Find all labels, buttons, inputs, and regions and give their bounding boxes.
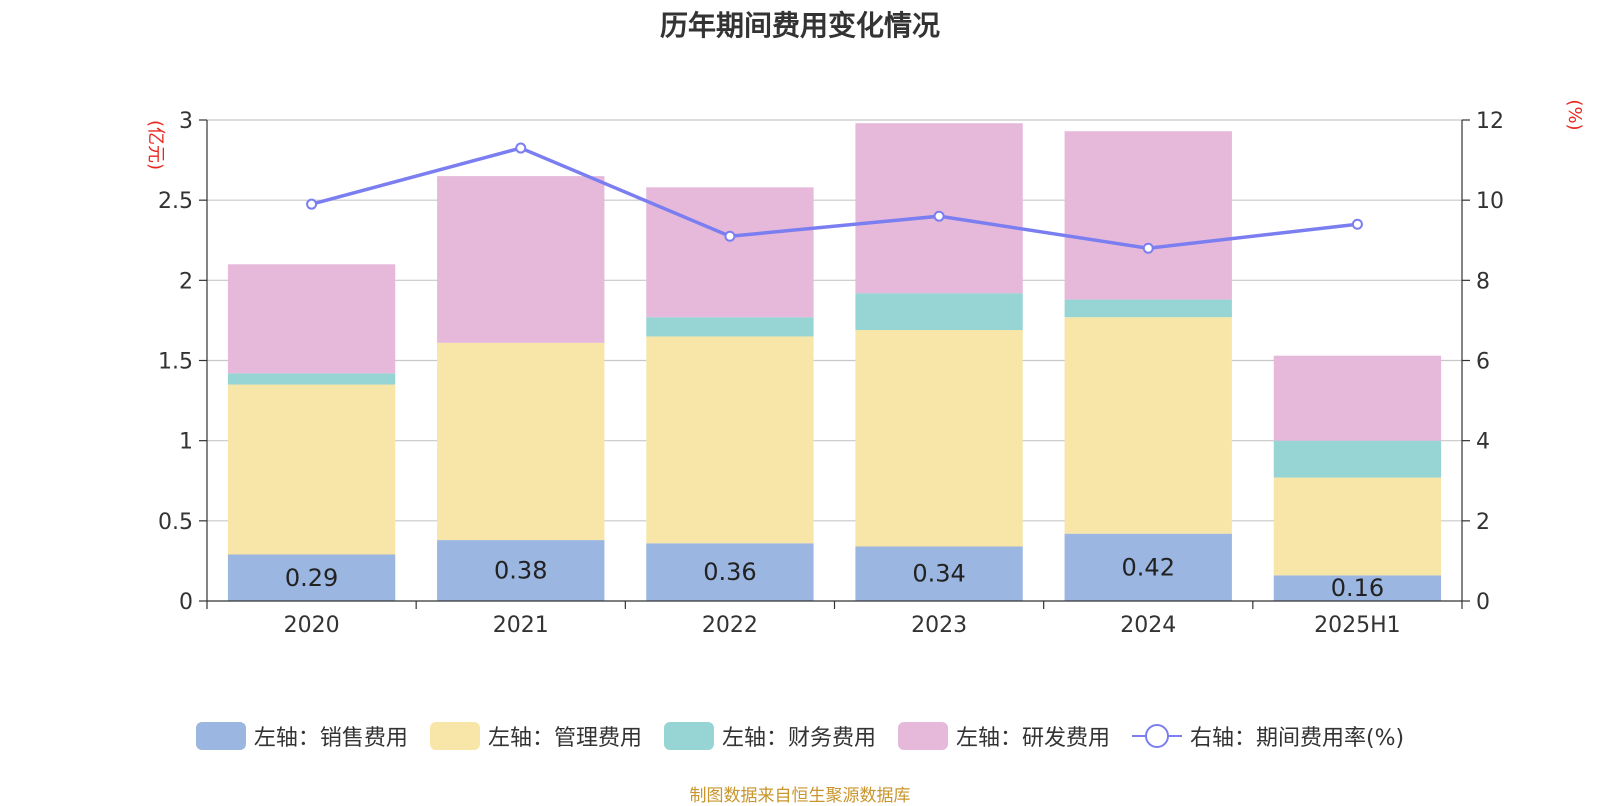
- bar-segment: [646, 336, 814, 544]
- bar-segment: [1064, 317, 1232, 534]
- legend-label: 左轴：财务费用: [721, 726, 876, 751]
- rate-point: [933, 210, 945, 222]
- y-left-tick-label: 1: [179, 430, 193, 455]
- rate-point: [724, 230, 736, 242]
- legend-swatch: [429, 722, 480, 750]
- bar-segment: [1273, 575, 1442, 601]
- chart-title: 历年期间费用变化情况: [659, 9, 940, 42]
- bar-segment: [227, 373, 396, 385]
- axis-layer: 0 0.5 1 1.5 2 2.5 3 0 2 4 6 8 10 12 (亿元) (%): [145, 99, 1585, 615]
- y-right-tick-label: 12: [1476, 109, 1504, 134]
- y-right-tick-label: 2: [1476, 510, 1490, 535]
- legend-swatch: [663, 722, 714, 750]
- bar-segment: [227, 554, 396, 601]
- bar-segment: [646, 187, 814, 318]
- bar-segment: [1273, 440, 1442, 478]
- legend-item[interactable]: 左轴：研发费用: [897, 720, 1110, 752]
- legend-item[interactable]: 左轴：财务费用: [663, 720, 876, 752]
- bar-value-label: 0.34: [912, 560, 965, 588]
- bar-segment: [227, 264, 396, 374]
- rate-point: [1142, 242, 1154, 254]
- grid-layer: [207, 119, 1462, 522]
- bar-value-label: 0.38: [494, 557, 547, 585]
- rate-point: [515, 142, 527, 154]
- legend-swatch: [897, 722, 948, 750]
- legend-label: 右轴：期间费用率(%): [1189, 726, 1405, 751]
- bar-segment: [855, 330, 1023, 547]
- x-tick-label: 2023: [911, 613, 967, 638]
- y-left-tick-label: 2: [179, 269, 193, 294]
- bar-layer: [227, 123, 1442, 601]
- y-right-tick-label: 10: [1476, 189, 1504, 214]
- bar-segment: [1064, 131, 1232, 300]
- y-left-tick-label: 0.5: [158, 510, 193, 535]
- label-layer: 2020 0.29 2021 0.38 2022 0.36 2023 0.34 2024 0.42…: [284, 553, 1401, 638]
- bar-segment: [646, 317, 814, 337]
- y-left-tick-label: 0: [179, 590, 193, 615]
- y-right-tick-label: 8: [1476, 269, 1490, 294]
- bar-segment: [646, 543, 814, 601]
- legend-label: 左轴：研发费用: [955, 726, 1110, 751]
- y-left-tick-label: 3: [179, 109, 193, 134]
- x-tick-label: 2024: [1120, 613, 1176, 638]
- bar-value-label: 0.36: [703, 558, 756, 586]
- x-tick-label: 2020: [284, 613, 340, 638]
- x-tick-label: 2021: [493, 613, 549, 638]
- rate-point: [1351, 218, 1363, 230]
- legend-item[interactable]: 左轴：销售费用: [195, 720, 408, 752]
- bar-segment: [855, 546, 1023, 601]
- rate-line: [311, 146, 1358, 251]
- legend-swatch: [195, 722, 246, 750]
- y-right-tick-label: 4: [1476, 430, 1490, 455]
- bar-value-label: 0.29: [285, 564, 338, 592]
- legend-label: 左轴：销售费用: [253, 726, 408, 751]
- bar-segment: [1064, 533, 1232, 601]
- y-left-tick-label: 1.5: [158, 350, 193, 375]
- legend: 左轴：销售费用 左轴：管理费用 左轴：财务费用 左轴：研发费用 右轴：期间费用率(%): [0, 720, 1600, 752]
- bar-segment: [437, 342, 605, 541]
- line-layer: [306, 142, 1363, 254]
- y-right-tick-label: 0: [1476, 590, 1490, 615]
- bar-segment: [437, 540, 605, 601]
- bar-segment: [1273, 355, 1442, 441]
- bar-segment: [855, 293, 1023, 331]
- legend-swatch: [1131, 724, 1182, 748]
- bar-segment: [227, 384, 396, 555]
- legend-item[interactable]: 左轴：管理费用: [429, 720, 642, 752]
- source-note: 制图数据来自恒生聚源数据库: [689, 786, 911, 806]
- x-tick-label: 2022: [702, 613, 758, 638]
- y-right-unit-label: (%): [1564, 99, 1585, 130]
- legend-item[interactable]: 右轴：期间费用率(%): [1131, 720, 1405, 752]
- bar-value-label: 0.16: [1331, 574, 1384, 602]
- bar-segment: [437, 176, 605, 343]
- bar-segment: [1064, 299, 1232, 318]
- bar-value-label: 0.42: [1122, 553, 1175, 581]
- bar-segment: [1273, 477, 1442, 576]
- y-left-tick-label: 2.5: [158, 189, 193, 214]
- x-tick-label: 2025H1: [1314, 613, 1401, 638]
- y-left-unit-label: (亿元): [145, 120, 166, 170]
- legend-label: 左轴：管理费用: [487, 726, 642, 751]
- y-right-tick-label: 6: [1476, 350, 1490, 375]
- bar-segment: [855, 123, 1023, 294]
- rate-point: [306, 198, 318, 210]
